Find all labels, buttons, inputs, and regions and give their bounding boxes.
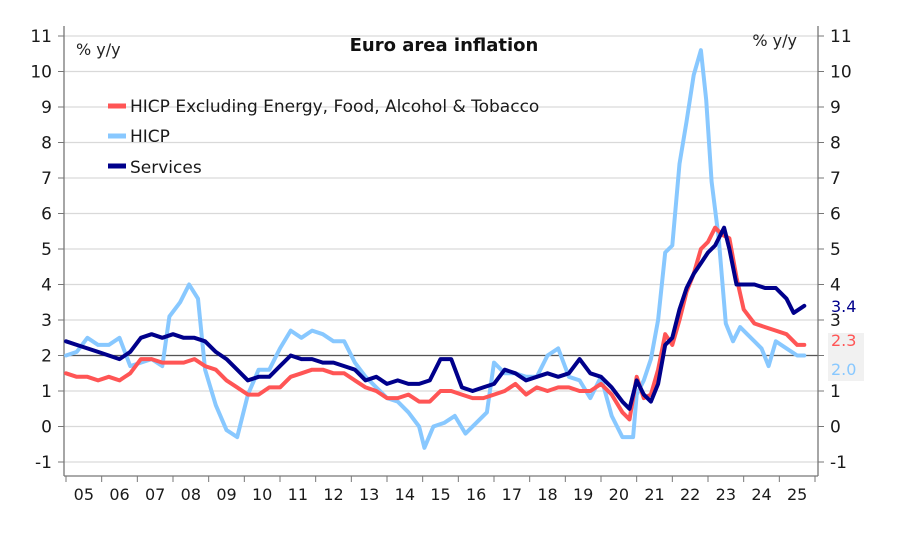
series-lines [64, 48, 807, 450]
y-tick-label-left: 5 [41, 240, 52, 260]
legend: HICP Excluding Energy, Food, Alcohol & T… [108, 97, 539, 178]
y-tick-label-left: 0 [41, 418, 52, 438]
end-label-core: 2.3 [831, 331, 856, 350]
x-tick-label: 24 [751, 485, 771, 504]
end-label-hicp: 2.0 [831, 360, 856, 379]
y-tick-label-left: 9 [41, 98, 52, 118]
y-tick-label-right: 6 [830, 205, 841, 225]
y-axis-left-unit: % y/y [76, 40, 121, 59]
legend-item-services: Services [108, 158, 202, 178]
end-value-labels: 3.4 2.3 2.0 [828, 297, 864, 381]
legend-label-core: HICP Excluding Energy, Food, Alcohol & T… [130, 97, 539, 117]
y-axis-left: -1 0 1 2 3 4 5 6 7 8 9 10 11 [30, 27, 64, 473]
x-tick-label: 13 [359, 485, 379, 504]
x-tick-label: 11 [288, 485, 308, 504]
y-tick-label-left: 2 [41, 347, 52, 367]
end-label-background [828, 333, 864, 381]
x-tick-label: 20 [609, 485, 629, 504]
y-tick-label-left: 7 [41, 169, 52, 189]
x-tick-label: 22 [680, 485, 700, 504]
y-tick-label-right: 9 [830, 98, 841, 118]
x-tick-label: 25 [787, 485, 807, 504]
y-tick-label-right: 4 [830, 276, 841, 296]
series-line-services [64, 225, 807, 411]
chart-title: Euro area inflation [350, 35, 539, 56]
y-tick-label-right: 3 [830, 311, 841, 331]
y-axis-right-unit: % y/y [752, 31, 797, 50]
y-tick-label-left: 1 [41, 382, 52, 402]
x-tick-label: 19 [573, 485, 593, 504]
y-tick-label-left: -1 [35, 453, 52, 473]
y-tick-label-left: 11 [30, 27, 52, 47]
legend-item-core: HICP Excluding Energy, Food, Alcohol & T… [108, 97, 539, 117]
x-tick-label: 23 [716, 485, 736, 504]
y-tick-label-right: 8 [830, 134, 841, 154]
x-tick-label: 06 [109, 485, 129, 504]
y-tick-label-left: 10 [30, 63, 52, 83]
y-tick-label-right: 11 [830, 27, 852, 47]
x-tick-label: 15 [430, 485, 450, 504]
series-line-hicp [64, 48, 807, 450]
y-tick-label-right: 5 [830, 240, 841, 260]
x-tick-label: 09 [216, 485, 236, 504]
x-tick-label: 21 [644, 485, 664, 504]
legend-label-hicp: HICP [130, 127, 170, 147]
end-label-services: 3.4 [831, 297, 856, 316]
y-tick-label-right: 1 [830, 382, 841, 402]
y-tick-label-right: 10 [830, 63, 852, 83]
y-tick-label-left: 6 [41, 205, 52, 225]
x-tick-label: 17 [502, 485, 522, 504]
x-tick-label: 14 [395, 485, 415, 504]
x-tick-label: 18 [537, 485, 557, 504]
y-tick-label-right: 7 [830, 169, 841, 189]
y-tick-label-right: 0 [830, 418, 841, 438]
legend-label-services: Services [130, 158, 202, 178]
y-tick-label-left: 4 [41, 276, 52, 296]
axes [63, 26, 819, 477]
series-line-core [64, 225, 807, 422]
x-tick-label: 07 [145, 485, 165, 504]
y-tick-label-left: 8 [41, 134, 52, 154]
y-tick-label-left: 3 [41, 311, 52, 331]
x-tick-label: 08 [181, 485, 201, 504]
legend-item-hicp: HICP [108, 127, 170, 147]
x-axis: 05 06 07 08 09 10 11 12 13 14 15 16 17 18 19 20 21 22 23 24… [65, 476, 816, 504]
x-tick-label: 10 [252, 485, 272, 504]
x-tick-label: 16 [466, 485, 486, 504]
y-tick-label-right: -1 [830, 453, 847, 473]
x-tick-label: 12 [323, 485, 343, 504]
x-tick-label: 05 [74, 485, 94, 504]
